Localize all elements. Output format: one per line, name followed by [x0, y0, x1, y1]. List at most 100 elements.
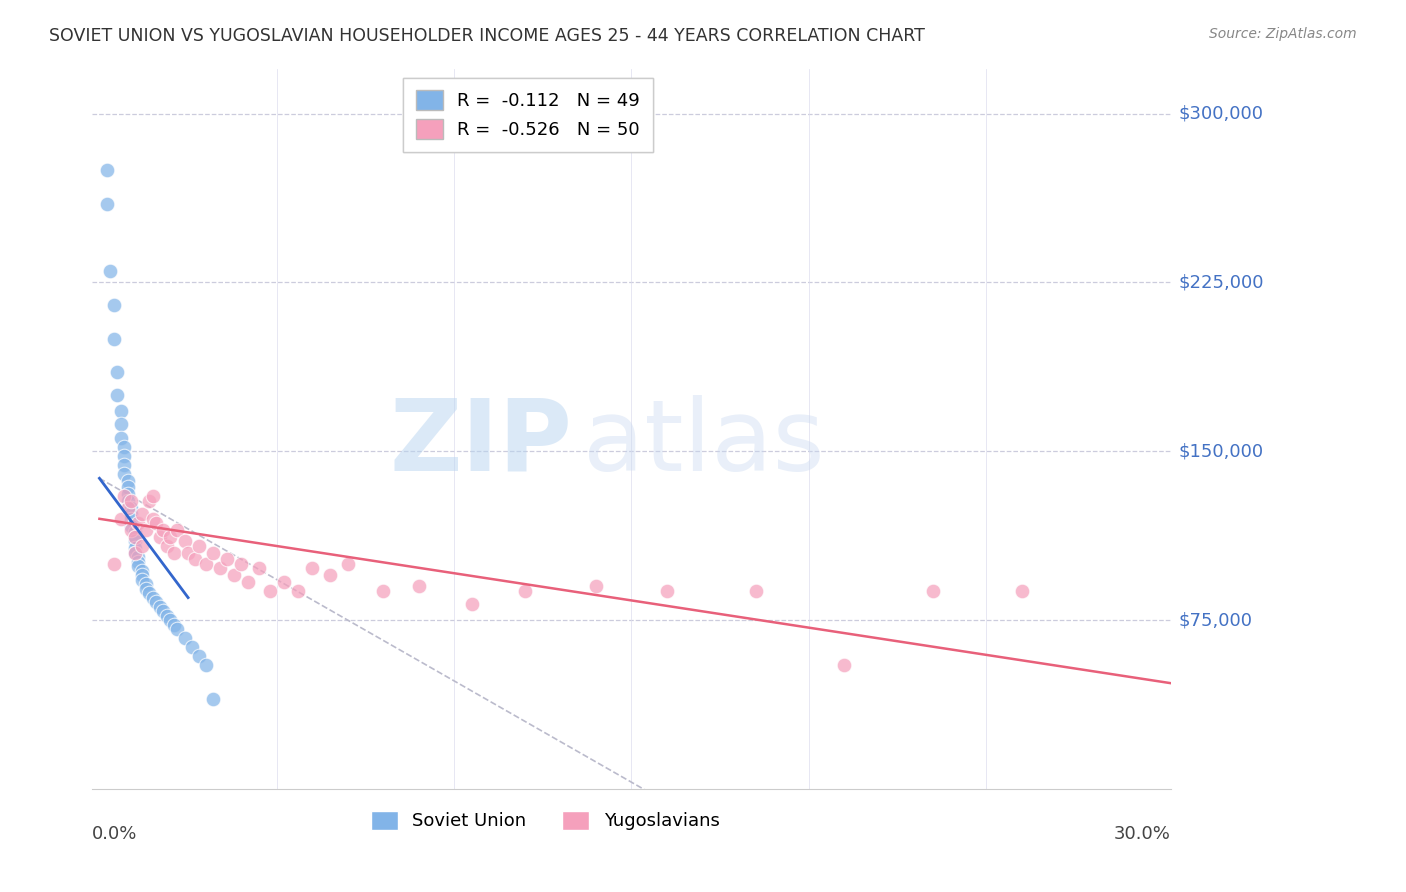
Point: [124, 534, 146, 549]
Point: [124, 525, 146, 540]
Point: [117, 480, 139, 494]
Text: $75,000: $75,000: [1180, 611, 1253, 629]
Point: [152, 604, 174, 618]
Point: [149, 599, 172, 614]
Point: [173, 534, 195, 549]
Point: [103, 298, 125, 312]
Point: [301, 561, 323, 575]
Point: [127, 516, 149, 531]
Point: [135, 523, 157, 537]
Point: [163, 617, 186, 632]
Point: [110, 417, 132, 432]
Text: $225,000: $225,000: [1180, 274, 1264, 292]
Point: [187, 539, 209, 553]
Point: [120, 508, 142, 522]
Point: [319, 568, 342, 582]
Point: [124, 545, 146, 559]
Point: [922, 583, 945, 598]
Point: [117, 487, 139, 501]
Text: atlas: atlas: [583, 394, 824, 491]
Point: [112, 449, 135, 463]
Point: [135, 577, 157, 591]
Point: [585, 579, 607, 593]
Point: [513, 583, 536, 598]
Text: 30.0%: 30.0%: [1114, 825, 1171, 843]
Point: [110, 512, 132, 526]
Point: [247, 561, 270, 575]
Point: [217, 552, 239, 566]
Point: [112, 489, 135, 503]
Point: [127, 555, 149, 569]
Point: [336, 557, 359, 571]
Point: [120, 512, 142, 526]
Point: [156, 608, 179, 623]
Point: [208, 561, 231, 575]
Point: [163, 545, 186, 559]
Point: [152, 523, 174, 537]
Text: $300,000: $300,000: [1180, 104, 1264, 122]
Point: [194, 658, 217, 673]
Point: [131, 568, 153, 582]
Point: [287, 583, 309, 598]
Point: [184, 552, 207, 566]
Point: [224, 568, 246, 582]
Point: [96, 196, 118, 211]
Text: $150,000: $150,000: [1180, 442, 1264, 460]
Point: [103, 332, 125, 346]
Point: [105, 388, 128, 402]
Point: [120, 500, 142, 515]
Point: [142, 591, 165, 605]
Text: ZIP: ZIP: [389, 394, 572, 491]
Point: [187, 649, 209, 664]
Point: [117, 500, 139, 515]
Point: [98, 264, 121, 278]
Point: [120, 518, 142, 533]
Point: [131, 573, 153, 587]
Point: [149, 530, 172, 544]
Point: [145, 595, 167, 609]
Point: [124, 545, 146, 559]
Point: [238, 574, 260, 589]
Point: [103, 557, 125, 571]
Point: [131, 508, 153, 522]
Point: [138, 493, 160, 508]
Point: [177, 545, 200, 559]
Point: [201, 545, 224, 559]
Point: [127, 550, 149, 565]
Point: [832, 658, 855, 673]
Point: [273, 574, 295, 589]
Point: [156, 539, 179, 553]
Point: [135, 582, 157, 596]
Point: [408, 579, 430, 593]
Text: Source: ZipAtlas.com: Source: ZipAtlas.com: [1209, 27, 1357, 41]
Point: [138, 586, 160, 600]
Point: [142, 512, 165, 526]
Point: [131, 564, 153, 578]
Point: [201, 692, 224, 706]
Point: [194, 557, 217, 571]
Point: [159, 613, 181, 627]
Point: [131, 539, 153, 553]
Point: [110, 403, 132, 417]
Point: [124, 541, 146, 555]
Point: [96, 162, 118, 177]
Point: [180, 640, 202, 654]
Point: [112, 458, 135, 472]
Text: 0.0%: 0.0%: [93, 825, 138, 843]
Point: [142, 489, 165, 503]
Point: [105, 366, 128, 380]
Point: [124, 530, 146, 544]
Point: [461, 598, 484, 612]
Point: [145, 516, 167, 531]
Point: [166, 622, 188, 636]
Point: [373, 583, 395, 598]
Point: [166, 523, 188, 537]
Point: [124, 530, 146, 544]
Point: [1011, 583, 1033, 598]
Point: [127, 559, 149, 574]
Point: [120, 493, 142, 508]
Point: [173, 631, 195, 645]
Text: SOVIET UNION VS YUGOSLAVIAN HOUSEHOLDER INCOME AGES 25 - 44 YEARS CORRELATION CH: SOVIET UNION VS YUGOSLAVIAN HOUSEHOLDER …: [49, 27, 925, 45]
Legend: R =  -0.112   N = 49, R =  -0.526   N = 50: R = -0.112 N = 49, R = -0.526 N = 50: [404, 78, 652, 152]
Point: [112, 467, 135, 481]
